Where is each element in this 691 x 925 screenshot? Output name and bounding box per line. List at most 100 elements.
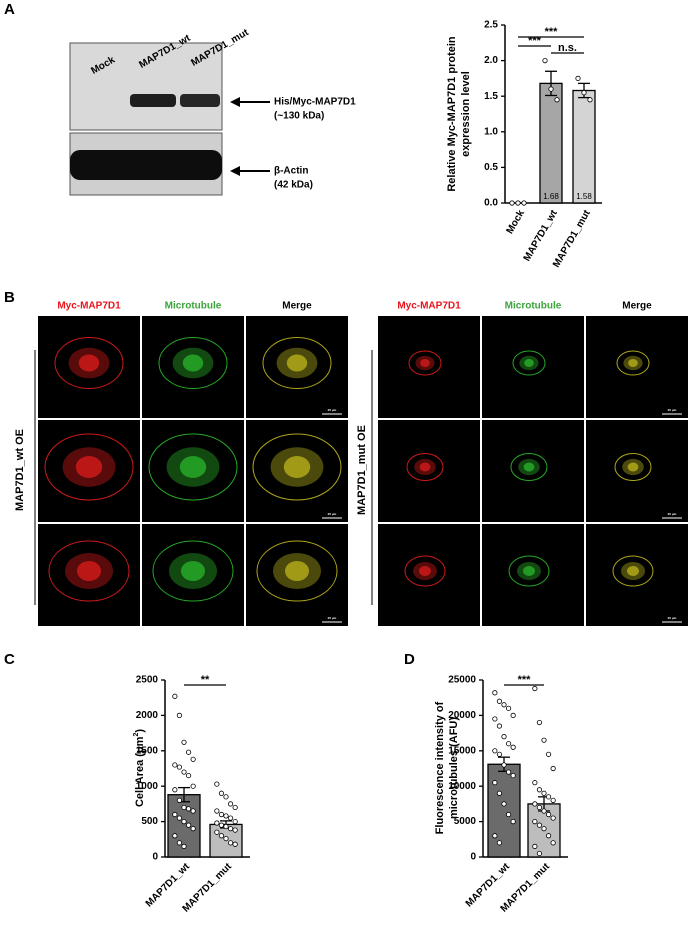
y-axis-label: microtubules (AFU) xyxy=(448,717,460,819)
data-point xyxy=(176,840,183,846)
cell xyxy=(614,453,652,481)
data-point xyxy=(190,808,196,814)
y-tick-label: 1500 xyxy=(136,745,159,756)
cell xyxy=(512,350,546,376)
cell xyxy=(262,337,332,389)
cell xyxy=(627,566,639,576)
y-tick-label: 25000 xyxy=(448,675,476,686)
significance-label: *** xyxy=(528,35,542,47)
data-point xyxy=(496,723,503,729)
data-point xyxy=(550,840,556,846)
data-point xyxy=(505,741,512,747)
cell xyxy=(78,354,100,372)
data-point xyxy=(581,90,587,96)
data-point xyxy=(492,748,498,754)
data-point xyxy=(541,826,547,832)
data-point xyxy=(521,200,527,206)
x-tick-label: MAP7D1_wt xyxy=(522,208,560,264)
data-point xyxy=(532,818,538,825)
micrograph xyxy=(586,524,688,626)
data-point xyxy=(232,818,238,825)
cell xyxy=(256,540,338,602)
significance-label: n.s. xyxy=(558,42,577,54)
panel-label: A xyxy=(4,1,15,18)
cell xyxy=(508,555,550,587)
data-point xyxy=(227,801,234,807)
data-point xyxy=(536,822,543,828)
data-point xyxy=(550,815,556,821)
scale-bar-label: 20 μm xyxy=(668,616,677,620)
cell xyxy=(285,561,309,581)
micrograph xyxy=(378,420,480,522)
group-label: MAP7D1_wt OE xyxy=(14,429,26,511)
data-point xyxy=(505,705,512,711)
label-text: Cell Area (μm xyxy=(134,736,146,807)
cell xyxy=(524,359,534,367)
data-point xyxy=(214,781,220,787)
cell xyxy=(408,350,442,376)
data-point xyxy=(536,804,543,811)
data-point xyxy=(510,818,516,825)
blot-band xyxy=(180,94,220,107)
data-point xyxy=(190,783,196,789)
cell xyxy=(181,561,205,581)
data-point xyxy=(232,827,238,833)
data-point xyxy=(542,57,548,64)
data-point xyxy=(541,808,547,814)
scale-bar-label: 20 μm xyxy=(328,616,337,620)
label-superscript: 2 xyxy=(133,733,140,737)
cell xyxy=(77,561,101,581)
data-point xyxy=(232,804,238,811)
data-point xyxy=(541,790,547,796)
group-label: MAP7D1_mut OE xyxy=(356,425,368,515)
data-point xyxy=(232,841,238,847)
data-point xyxy=(501,702,507,708)
data-point xyxy=(496,698,503,704)
data-point xyxy=(548,86,554,92)
value-label: 1.68 xyxy=(543,192,559,201)
cell xyxy=(44,433,134,501)
y-tick-label: 15000 xyxy=(448,745,476,756)
y-tick-label: 0 xyxy=(152,852,158,863)
data-point xyxy=(501,734,507,740)
data-point xyxy=(510,772,516,779)
label-text: ) xyxy=(134,729,146,733)
scale-bar-label: 20 μm xyxy=(328,408,337,412)
y-tick-label: 0.0 xyxy=(484,198,498,209)
data-point xyxy=(172,762,178,768)
band-label: His/Myc-MAP7D1 xyxy=(274,97,356,108)
cell xyxy=(523,566,535,576)
cell xyxy=(612,555,654,587)
data-point xyxy=(492,833,498,839)
significance-label: *** xyxy=(518,674,532,686)
cell xyxy=(148,433,238,501)
significance-label: *** xyxy=(545,26,559,38)
cell xyxy=(406,453,444,481)
value-label: 1.58 xyxy=(576,192,592,201)
blot-band xyxy=(70,150,222,180)
cell xyxy=(179,456,207,478)
data-point xyxy=(214,808,220,814)
cell xyxy=(75,456,103,478)
data-point xyxy=(532,801,538,807)
cell xyxy=(54,337,124,389)
cell xyxy=(158,337,228,389)
micrograph xyxy=(378,524,480,626)
western-blot: Mock MAP7D1_wt MAP7D1_mut His/Myc-MAP7D1… xyxy=(69,27,356,196)
data-point xyxy=(185,806,192,812)
data-point xyxy=(541,737,547,743)
y-tick-label: 2000 xyxy=(136,710,159,721)
cell xyxy=(283,456,311,478)
cell xyxy=(510,453,548,481)
cell xyxy=(627,462,639,472)
data-point xyxy=(218,811,225,818)
data-point xyxy=(536,719,543,726)
column-header: Microtubule xyxy=(165,301,222,312)
scale-bar-label: 20 μm xyxy=(668,408,677,412)
data-point xyxy=(545,751,552,757)
data-point xyxy=(172,787,178,793)
data-point xyxy=(176,815,183,821)
cell xyxy=(628,359,638,367)
cell xyxy=(419,462,431,472)
